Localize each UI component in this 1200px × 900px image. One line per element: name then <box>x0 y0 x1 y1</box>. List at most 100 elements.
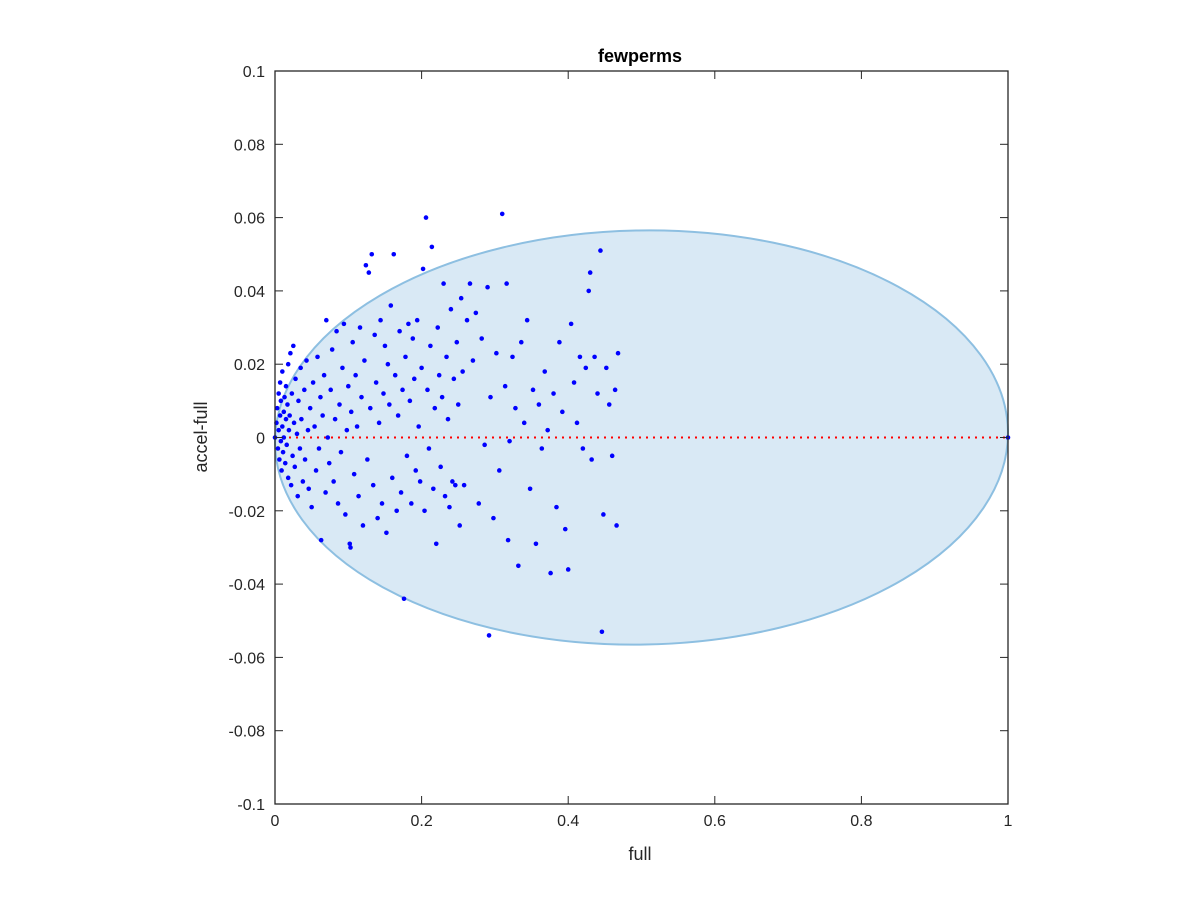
y-tick-label: -0.1 <box>237 797 265 814</box>
data-point <box>486 633 492 638</box>
data-point <box>290 453 295 459</box>
data-point <box>315 354 320 360</box>
y-tick-label: 0.06 <box>234 211 265 228</box>
data-point <box>429 244 435 250</box>
data-point <box>398 490 404 495</box>
y-tick-label: -0.06 <box>229 650 266 667</box>
data-point <box>499 211 505 217</box>
data-point <box>450 479 455 484</box>
x-tick-label: 0 <box>271 813 280 830</box>
data-point <box>306 486 312 492</box>
data-point <box>337 402 342 407</box>
data-point <box>403 354 408 360</box>
data-point <box>280 449 286 455</box>
data-point <box>571 380 577 385</box>
data-point <box>404 453 410 459</box>
data-point <box>435 325 441 330</box>
data-point <box>485 284 490 290</box>
x-tick-label: 1 <box>1004 813 1013 830</box>
data-point <box>574 420 580 426</box>
data-point <box>300 479 306 484</box>
data-point <box>454 339 460 345</box>
data-point <box>453 482 458 488</box>
data-point <box>417 479 423 484</box>
data-point <box>451 376 457 382</box>
data-point <box>494 350 499 356</box>
data-point <box>331 479 336 484</box>
data-point <box>548 570 553 576</box>
data-point <box>609 453 615 459</box>
data-point <box>281 409 287 415</box>
x-tick-label: 0.4 <box>557 813 579 830</box>
data-point <box>510 354 515 360</box>
data-point <box>385 361 391 367</box>
data-point <box>323 490 328 495</box>
data-point <box>279 468 284 473</box>
data-point <box>375 515 380 521</box>
data-point <box>353 372 358 378</box>
data-point <box>422 508 427 514</box>
data-point <box>473 310 479 316</box>
data-point <box>583 365 589 371</box>
data-point <box>455 402 461 407</box>
data-point <box>442 493 448 499</box>
data-point <box>507 438 512 444</box>
data-point <box>370 482 376 488</box>
data-point <box>441 281 446 286</box>
data-point <box>360 523 366 528</box>
data-point <box>447 504 452 510</box>
data-point <box>423 215 429 220</box>
data-point <box>285 475 291 481</box>
data-point <box>363 262 369 268</box>
data-point <box>340 365 345 371</box>
data-point <box>372 332 377 338</box>
data-point <box>410 336 416 341</box>
data-point <box>530 387 536 393</box>
data-point <box>310 380 316 385</box>
data-point <box>414 317 420 323</box>
data-point <box>296 398 301 404</box>
data-point <box>587 270 593 275</box>
y-axis-label: accel-full <box>191 401 211 472</box>
data-point <box>476 501 482 506</box>
data-point <box>334 328 339 334</box>
data-point <box>513 405 518 411</box>
data-point <box>539 446 545 451</box>
y-tick-label: -0.08 <box>229 724 266 741</box>
data-point <box>387 402 392 407</box>
data-point <box>332 416 338 422</box>
data-point <box>324 317 329 323</box>
data-point <box>470 358 476 363</box>
data-point <box>521 420 527 426</box>
data-point <box>309 504 314 510</box>
data-point <box>291 420 297 426</box>
data-point <box>378 317 383 323</box>
data-point <box>612 387 618 393</box>
data-point <box>542 369 548 374</box>
x-tick-label: 0.2 <box>410 813 432 830</box>
y-tick-label: -0.02 <box>229 504 266 521</box>
data-point <box>285 361 291 367</box>
data-point <box>536 402 542 407</box>
data-point <box>281 435 287 440</box>
data-point <box>348 545 353 550</box>
data-point <box>283 383 289 389</box>
data-point <box>411 376 417 382</box>
data-point <box>285 402 290 407</box>
data-point <box>318 537 324 543</box>
data-point <box>321 372 327 378</box>
data-point <box>389 475 395 481</box>
data-point <box>277 380 283 385</box>
data-point <box>448 306 454 312</box>
data-point <box>467 281 473 286</box>
data-point <box>350 339 355 345</box>
data-point <box>419 365 424 371</box>
data-point <box>444 354 449 360</box>
data-point <box>395 413 401 418</box>
data-point <box>275 446 281 451</box>
data-point <box>425 387 430 393</box>
data-point <box>313 468 319 473</box>
data-point <box>557 339 562 345</box>
data-point <box>329 347 335 352</box>
x-axis-label: full <box>628 844 651 864</box>
